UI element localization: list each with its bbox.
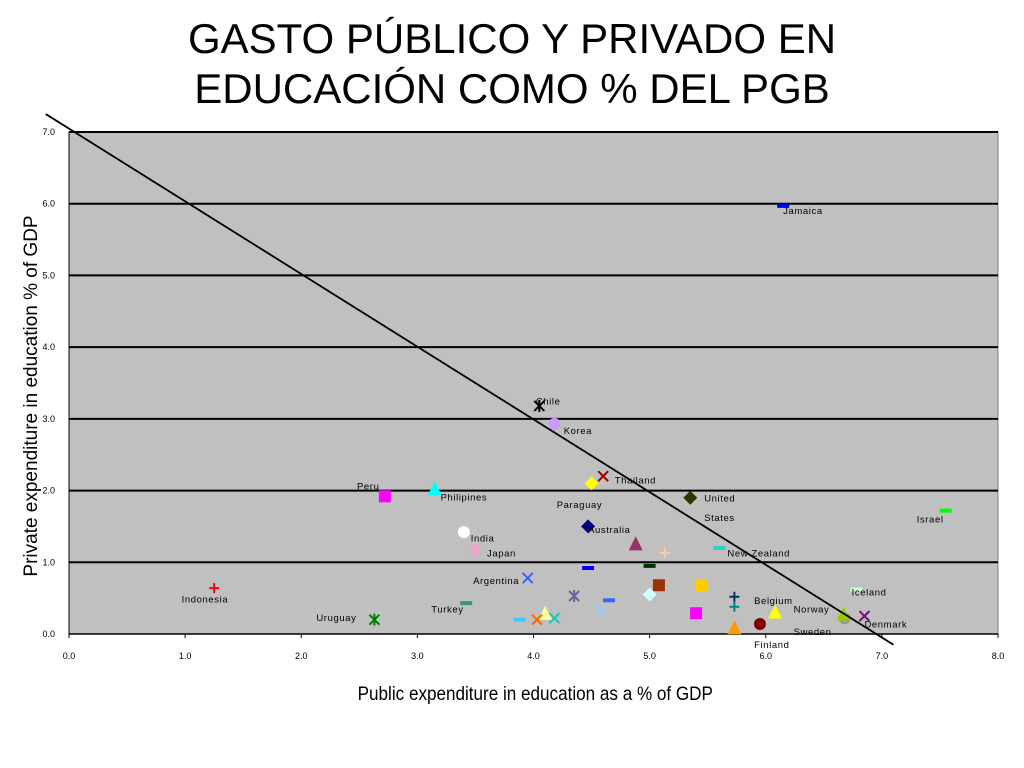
data-point bbox=[548, 612, 561, 624]
x-tick-label: 7.0 bbox=[876, 651, 889, 661]
x-tick-label: 6.0 bbox=[759, 651, 772, 661]
point-label: Peru bbox=[357, 481, 379, 492]
y-axis-title: Private expenditure in education % of GD… bbox=[21, 215, 42, 576]
data-point bbox=[378, 490, 391, 503]
data-point bbox=[683, 490, 698, 505]
data-point bbox=[457, 526, 470, 539]
y-tick-label: 1.0 bbox=[42, 557, 55, 567]
point-label: Finland bbox=[754, 640, 789, 651]
data-point bbox=[729, 591, 740, 602]
data-point bbox=[628, 536, 643, 551]
data-point bbox=[753, 617, 766, 630]
data-point bbox=[533, 399, 546, 412]
data-point bbox=[850, 587, 863, 592]
data-point bbox=[659, 547, 670, 558]
data-point bbox=[209, 583, 220, 594]
data-point bbox=[582, 566, 595, 571]
data-point bbox=[777, 203, 790, 208]
y-tick-label: 3.0 bbox=[42, 414, 55, 424]
point-label: States bbox=[704, 513, 735, 524]
plot-area bbox=[68, 131, 999, 635]
data-point bbox=[642, 587, 657, 602]
x-tick-label: 2.0 bbox=[295, 651, 308, 661]
point-label: Australia bbox=[588, 525, 630, 536]
point-label: Denmark bbox=[864, 620, 907, 631]
data-point bbox=[521, 572, 534, 584]
data-points bbox=[209, 203, 952, 635]
data-point bbox=[513, 617, 526, 622]
data-point bbox=[652, 579, 665, 592]
data-point bbox=[695, 579, 708, 592]
point-label: Jamaica bbox=[783, 206, 823, 217]
data-point bbox=[427, 481, 442, 496]
data-point bbox=[469, 543, 482, 556]
point-label: Belgium bbox=[754, 596, 793, 607]
data-point bbox=[643, 563, 656, 568]
point-label: Argentina bbox=[473, 576, 519, 587]
point-labels: Jamaica Chile Korea Thailand Paraguay United S… bbox=[182, 206, 944, 651]
data-point bbox=[602, 598, 615, 603]
data-point bbox=[595, 604, 607, 617]
data-point bbox=[729, 601, 740, 612]
chart-title-line-1: GASTO PÚBLICO Y PRIVADO EN bbox=[187, 15, 837, 62]
data-point bbox=[568, 589, 580, 602]
y-tick-label: 4.0 bbox=[42, 342, 55, 352]
data-point bbox=[858, 610, 871, 622]
y-tick-label: 0.0 bbox=[42, 629, 55, 639]
point-label: Norway bbox=[794, 605, 830, 616]
y-tick-label: 5.0 bbox=[42, 270, 55, 280]
data-point bbox=[584, 476, 599, 491]
data-point bbox=[460, 601, 473, 606]
x-tick-label: 1.0 bbox=[179, 651, 192, 661]
data-point bbox=[581, 519, 596, 534]
data-point bbox=[368, 613, 381, 626]
data-point bbox=[939, 508, 952, 513]
point-label: Israel bbox=[917, 514, 944, 525]
point-label: Paraguay bbox=[557, 500, 602, 511]
point-label: New Zealand bbox=[727, 549, 790, 560]
y-tick-label: 6.0 bbox=[42, 199, 55, 209]
data-point bbox=[531, 613, 543, 626]
data-point bbox=[548, 417, 561, 430]
chart-title-line-2: EDUCACIÓN COMO % DEL PGB bbox=[194, 65, 830, 112]
point-label: Indonesia bbox=[182, 595, 229, 606]
point-label: Sweden bbox=[794, 627, 832, 638]
point-label: United bbox=[704, 493, 735, 504]
point-label: Philipines bbox=[441, 493, 488, 504]
point-label: Japan bbox=[487, 549, 516, 560]
data-point bbox=[597, 470, 609, 482]
x-tick-label: 0.0 bbox=[63, 651, 76, 661]
reference-line bbox=[45, 113, 894, 646]
x-tick-label: 3.0 bbox=[411, 651, 424, 661]
x-tick-label: 4.0 bbox=[527, 651, 540, 661]
y-tick-label: 2.0 bbox=[42, 486, 55, 496]
x-axis-title: Public expenditure in education as a % o… bbox=[358, 683, 713, 704]
data-point bbox=[713, 545, 726, 550]
point-label: Uruguay bbox=[316, 613, 356, 624]
chart-title: GASTO PÚBLICO Y PRIVADO EN EDUCACIÓN COM… bbox=[0, 14, 1024, 114]
data-point bbox=[768, 604, 783, 619]
point-label: India bbox=[471, 534, 495, 545]
x-tick-label: 8.0 bbox=[992, 651, 1005, 661]
y-tick-label: 7.0 bbox=[42, 127, 55, 137]
data-point bbox=[690, 607, 703, 620]
point-label: Chile bbox=[536, 397, 561, 408]
data-point bbox=[727, 620, 742, 635]
point-label: Korea bbox=[564, 426, 592, 437]
point-label: Iceland bbox=[852, 587, 887, 598]
point-label: Thailand bbox=[615, 476, 656, 487]
axis-ticks: 0.0 1.0 2.0 3.0 4.0 5.0 6.0 7.0 0.0 1.0 2.0 3.0 4.0 5… bbox=[42, 127, 1004, 661]
x-tick-label: 5.0 bbox=[643, 651, 656, 661]
point-label: Turkey bbox=[431, 605, 463, 616]
